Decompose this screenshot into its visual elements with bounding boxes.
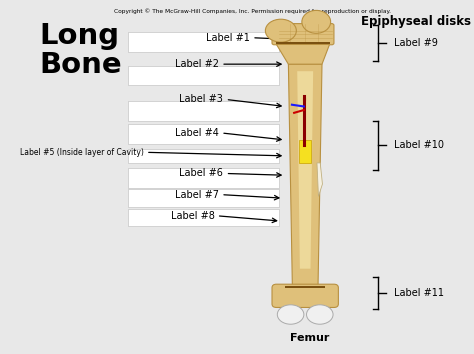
Text: Label #9: Label #9 xyxy=(394,38,438,48)
Text: Label #4: Label #4 xyxy=(175,128,219,138)
Bar xyxy=(276,42,329,44)
Bar xyxy=(128,33,279,52)
Text: Long
Bone: Long Bone xyxy=(40,22,122,79)
Bar xyxy=(128,101,279,121)
Ellipse shape xyxy=(302,10,331,33)
Text: Label #7: Label #7 xyxy=(175,190,219,200)
Ellipse shape xyxy=(277,305,304,324)
Ellipse shape xyxy=(307,305,333,324)
Text: Label #11: Label #11 xyxy=(394,289,444,298)
FancyBboxPatch shape xyxy=(272,284,338,308)
Polygon shape xyxy=(297,71,313,269)
Polygon shape xyxy=(288,64,322,286)
Polygon shape xyxy=(317,163,322,196)
Bar xyxy=(128,124,279,143)
Bar xyxy=(128,209,279,226)
Text: Label #2: Label #2 xyxy=(175,59,219,69)
Ellipse shape xyxy=(265,19,296,42)
Text: Label #3: Label #3 xyxy=(180,95,223,104)
Bar xyxy=(285,286,325,289)
Bar xyxy=(299,140,311,163)
Bar xyxy=(128,168,279,188)
Text: Epiphyseal disks: Epiphyseal disks xyxy=(361,15,471,28)
FancyBboxPatch shape xyxy=(272,24,334,45)
Text: Label #5 (Inside layer of Cavity): Label #5 (Inside layer of Cavity) xyxy=(20,148,144,157)
Bar xyxy=(128,66,279,85)
Text: Femur: Femur xyxy=(290,333,329,343)
Text: Label #1: Label #1 xyxy=(206,33,250,43)
Polygon shape xyxy=(276,44,329,64)
Bar xyxy=(128,189,279,207)
Text: Label #6: Label #6 xyxy=(180,169,223,178)
Text: Label #10: Label #10 xyxy=(394,140,444,150)
Bar xyxy=(128,149,279,163)
Text: Copyright © The McGraw-Hill Companies, Inc. Permission required for reproduction: Copyright © The McGraw-Hill Companies, I… xyxy=(114,8,391,14)
Text: Label #8: Label #8 xyxy=(171,211,215,221)
